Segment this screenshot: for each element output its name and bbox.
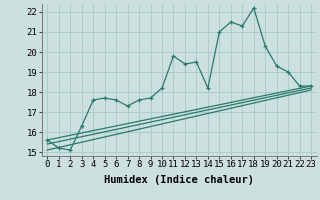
X-axis label: Humidex (Indice chaleur): Humidex (Indice chaleur) — [104, 175, 254, 185]
